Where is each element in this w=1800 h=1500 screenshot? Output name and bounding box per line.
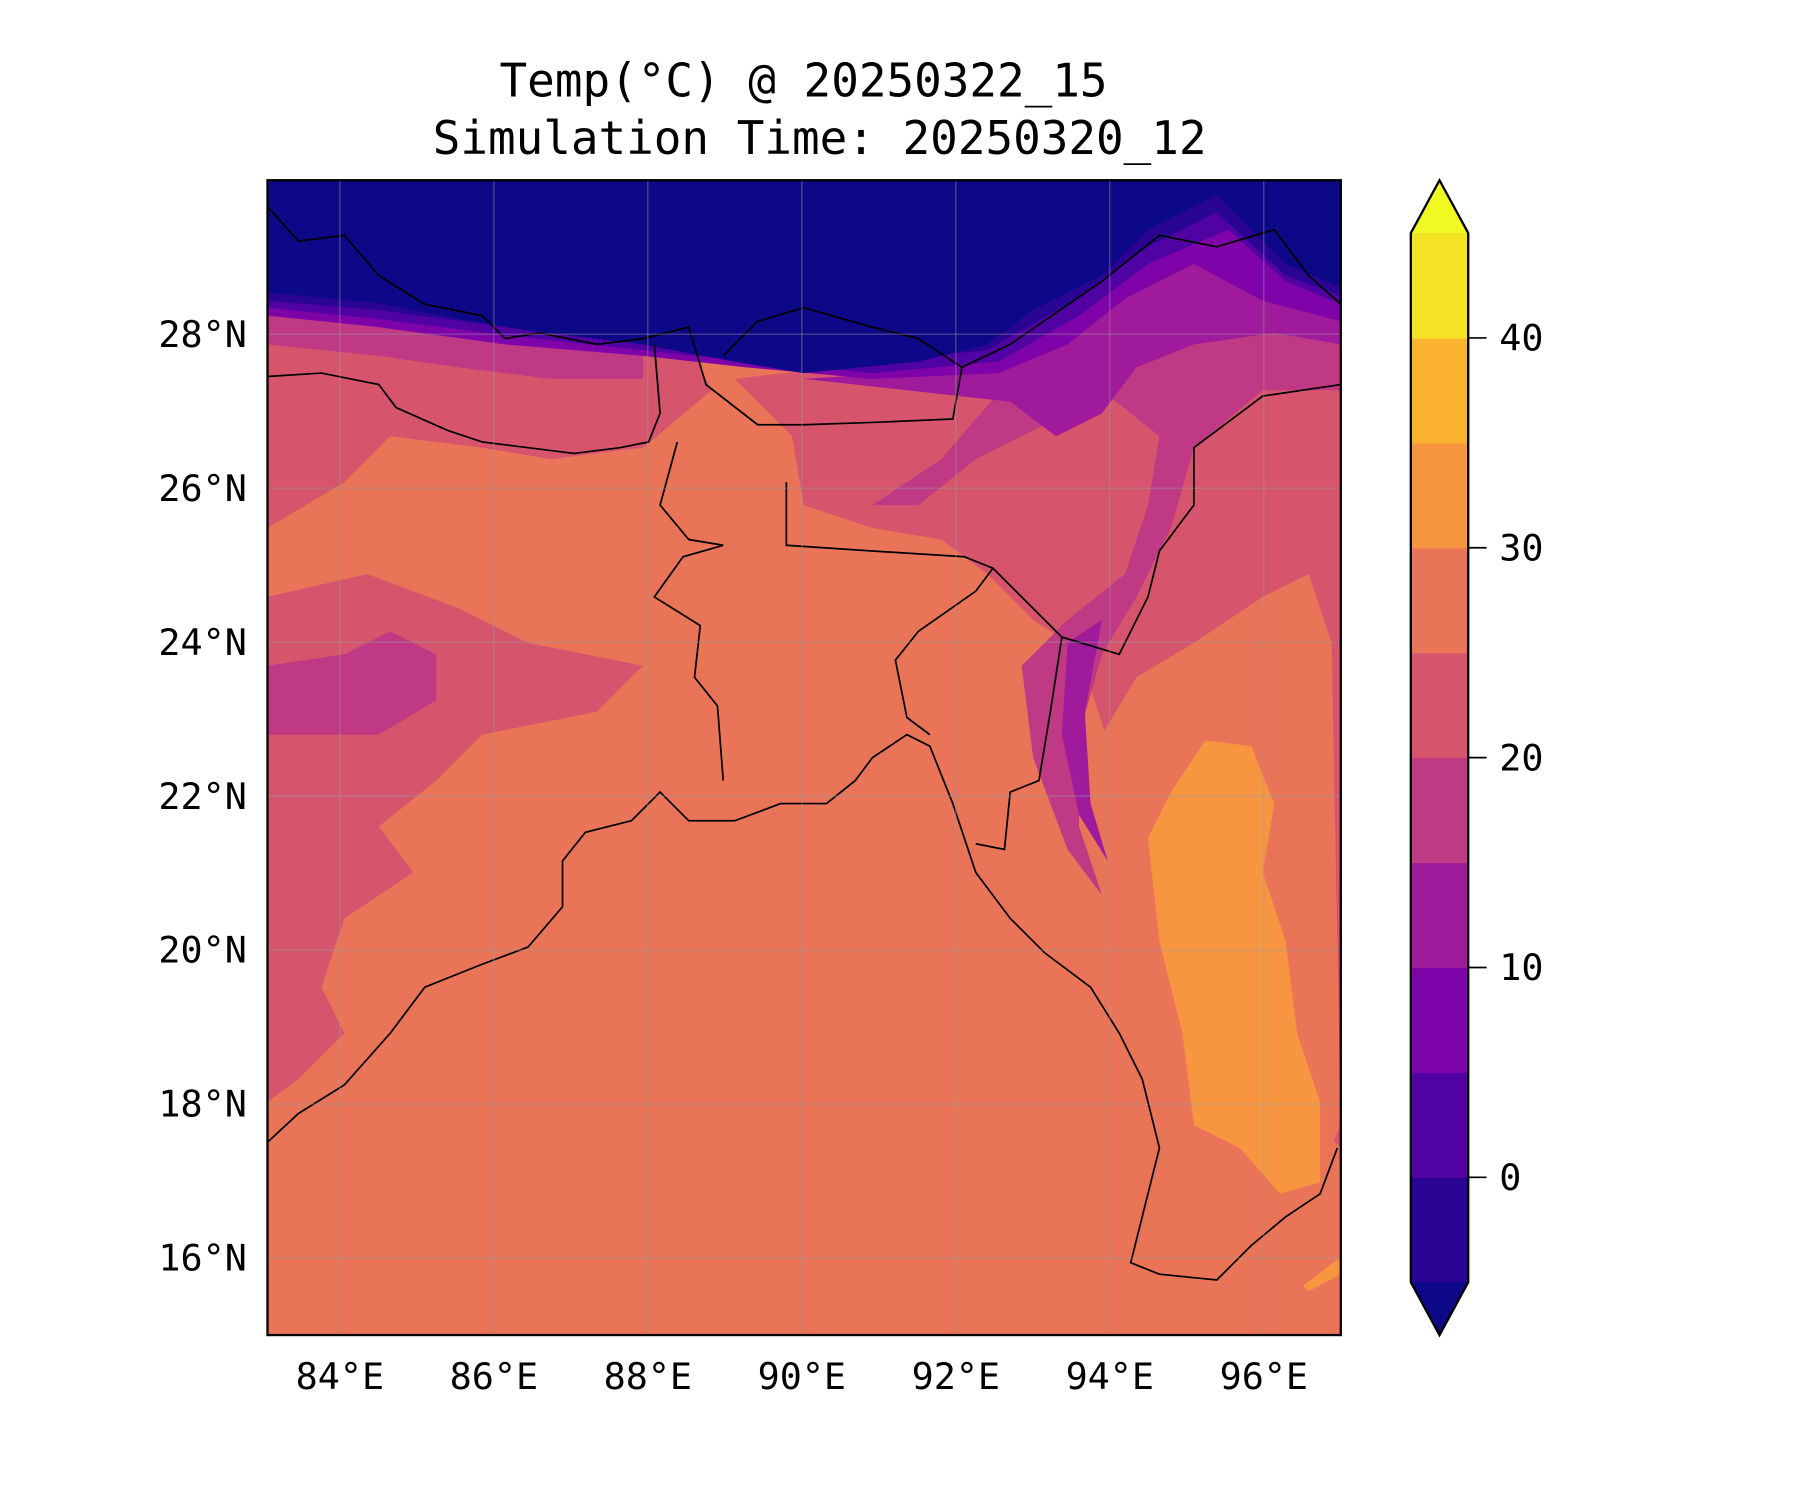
y-tick-label: 28°N — [158, 313, 246, 356]
x-tick-label: 90°E — [758, 1355, 846, 1398]
y-tick-label: 26°N — [158, 467, 246, 510]
colorbar-outline — [1409, 177, 1470, 1338]
y-tick-label: 16°N — [158, 1237, 246, 1280]
colorbar-bin — [1410, 967, 1469, 1073]
field-30-35 — [1147, 740, 1341, 1292]
colorbar-bin — [1410, 442, 1469, 549]
y-tick-label: 18°N — [158, 1083, 246, 1126]
gridlines — [267, 180, 1341, 1336]
x-tick-label: 94°E — [1066, 1355, 1154, 1398]
x-tick-label: 92°E — [912, 1355, 1000, 1398]
map-area — [267, 180, 1341, 1336]
chart-title: Temp(°C) @ 20250322_15 — [500, 53, 1108, 107]
colorbar-bin — [1410, 233, 1469, 339]
colorbar-bin — [1410, 337, 1469, 444]
colorbar-bin — [1410, 757, 1469, 864]
colorbar-tick-label: 0 — [1499, 1156, 1521, 1199]
y-tick-label: 24°N — [158, 621, 246, 664]
chart-subtitle: Simulation Time: 20250320_12 — [433, 111, 1207, 165]
y-tick-label: 20°N — [158, 929, 246, 972]
x-tick-label: 88°E — [604, 1355, 692, 1398]
country-borders — [267, 206, 1341, 851]
field-below-minus5 — [267, 180, 1341, 374]
colorbar: 0 10 20 30 40 — [1409, 177, 1543, 1338]
field-10-15 — [803, 229, 1341, 861]
colorbar-bin — [1410, 1177, 1469, 1283]
x-tick-label: 96°E — [1220, 1355, 1308, 1398]
map-frame — [266, 179, 1342, 1337]
field-20-25-west — [267, 332, 712, 1103]
x-axis: 84°E 86°E 88°E 90°E 92°E 94°E 96°E — [296, 1355, 1308, 1398]
colorbar-tick-label: 40 — [1499, 317, 1543, 360]
colorbar-bin — [1410, 547, 1469, 654]
colorbar-extend-under — [1410, 1282, 1469, 1336]
colorbar-bin — [1410, 862, 1469, 969]
colorbar-bin — [1410, 1072, 1469, 1178]
colorbar-bin — [1410, 652, 1469, 759]
colorbar-extend-over — [1410, 180, 1469, 234]
y-axis: 16°N 18°N 20°N 22°N 24°N 26°N 28°N — [158, 313, 246, 1280]
x-tick-label: 86°E — [450, 1355, 538, 1398]
colorbar-tick-label: 10 — [1499, 946, 1543, 989]
colorbar-tick-label: 30 — [1499, 526, 1543, 569]
field-5-10 — [267, 218, 1341, 379]
x-tick-label: 84°E — [296, 1355, 384, 1398]
colorbar-tick-label: 20 — [1499, 736, 1543, 779]
y-tick-label: 22°N — [158, 775, 246, 818]
